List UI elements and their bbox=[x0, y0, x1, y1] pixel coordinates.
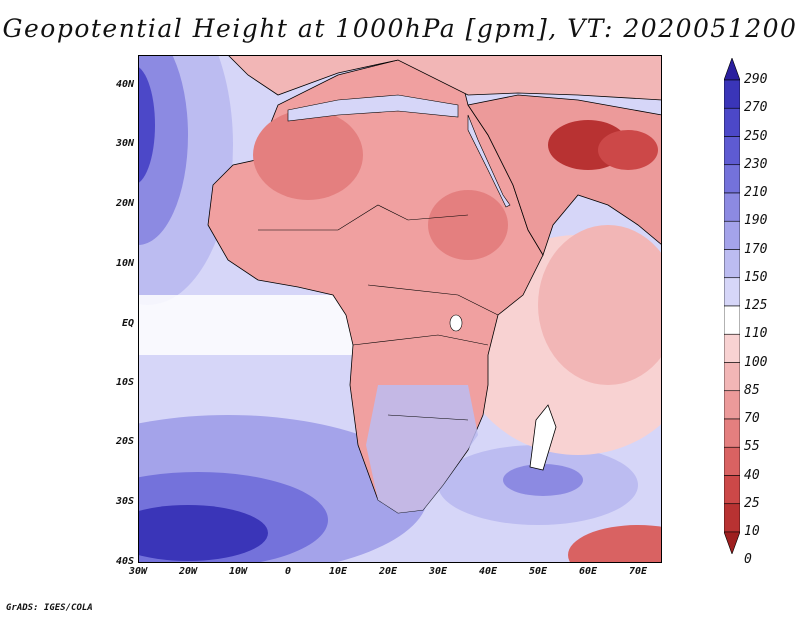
colorbar-top-arrow bbox=[724, 58, 740, 81]
lon-label-30e: 30E bbox=[428, 566, 448, 577]
madagascar bbox=[529, 404, 557, 471]
colorbar-label: 85 bbox=[744, 382, 760, 398]
lake-victoria bbox=[449, 314, 463, 332]
colorbar-swatch bbox=[724, 446, 740, 476]
colorbar-label: 40 bbox=[744, 467, 760, 483]
lat-label-10n: 10N bbox=[115, 258, 134, 269]
lon-label-40e: 40E bbox=[478, 566, 498, 577]
lat-label-20n: 20N bbox=[115, 198, 134, 209]
field-sudan-low bbox=[428, 190, 508, 260]
colorbar-label: 100 bbox=[744, 354, 768, 370]
field-equator-band bbox=[138, 295, 368, 355]
map-plot bbox=[138, 55, 662, 563]
colorbar-label: 150 bbox=[744, 269, 768, 285]
lat-label-40s: 40S bbox=[115, 556, 134, 567]
country-borders bbox=[258, 204, 499, 421]
lon-label-50e: 50E bbox=[528, 566, 548, 577]
colorbar-swatch bbox=[724, 136, 740, 166]
colorbar-swatch bbox=[724, 164, 740, 194]
colorbar-swatch bbox=[724, 362, 740, 392]
map-title: Geopotential Height at 1000hPa [gpm], VT… bbox=[2, 14, 798, 43]
lon-label-0: 0 bbox=[284, 566, 292, 577]
red-sea bbox=[467, 114, 511, 208]
field-southern-africa bbox=[366, 385, 478, 513]
field-pakistan-low bbox=[598, 130, 658, 170]
colorbar-label: 0 bbox=[744, 552, 752, 568]
colorbar-label: 110 bbox=[744, 326, 768, 342]
field-atlantic-north-core bbox=[138, 66, 155, 184]
colorbar-swatch bbox=[724, 107, 740, 137]
colorbar-swatch bbox=[724, 475, 740, 505]
map-canvas bbox=[138, 55, 662, 563]
colorbar-swatch bbox=[724, 503, 740, 533]
lon-label-10e: 10E bbox=[328, 566, 348, 577]
colorbar-swatch bbox=[724, 305, 740, 335]
lon-label-20e: 20E bbox=[378, 566, 398, 577]
lat-label-30n: 30N bbox=[115, 138, 134, 149]
grads-credit: GrADS: IGES/COLA bbox=[6, 603, 93, 613]
colorbar-label: 190 bbox=[744, 213, 768, 229]
field-sahara-low-west bbox=[253, 110, 363, 200]
lat-label-30s: 30S bbox=[115, 496, 134, 507]
colorbar-label: 70 bbox=[744, 411, 760, 426]
colorbar bbox=[724, 58, 740, 554]
colorbar-swatch bbox=[724, 277, 740, 307]
colorbar-swatch bbox=[724, 418, 740, 448]
mediterranean-sea bbox=[287, 94, 459, 122]
colorbar-label: 10 bbox=[744, 524, 760, 539]
colorbar-label: 290 bbox=[744, 72, 768, 87]
colorbar-swatch bbox=[724, 249, 740, 279]
colorbar-label: 25 bbox=[744, 495, 760, 511]
colorbar-label: 270 bbox=[744, 100, 768, 116]
colorbar-bottom-arrow bbox=[724, 531, 740, 554]
lon-label-20w: 20W bbox=[178, 566, 198, 577]
lon-label-30w: 30W bbox=[128, 566, 148, 577]
colorbar-label: 210 bbox=[744, 185, 768, 200]
lat-label-40n: 40N bbox=[115, 79, 134, 90]
field-southern-low bbox=[568, 525, 662, 563]
colorbar-swatch bbox=[724, 390, 740, 420]
map-frame bbox=[138, 55, 662, 563]
colorbar-label: 250 bbox=[744, 128, 768, 144]
lat-label-10s: 10S bbox=[115, 377, 134, 388]
colorbar-label: 170 bbox=[744, 241, 768, 257]
lon-label-70e: 70E bbox=[628, 566, 648, 577]
colorbar-swatch bbox=[724, 192, 740, 222]
lat-label-20s: 20S bbox=[115, 436, 134, 447]
lon-label-60e: 60E bbox=[578, 566, 598, 577]
colorbar-swatch bbox=[724, 333, 740, 363]
colorbar-swatch bbox=[724, 220, 740, 250]
colorbar-label: 125 bbox=[744, 298, 768, 313]
lon-label-10w: 10W bbox=[228, 566, 248, 577]
colorbar-label: 55 bbox=[744, 439, 760, 455]
lat-label-eq: EQ bbox=[121, 318, 134, 329]
field-atlantic-south-core bbox=[138, 505, 268, 561]
colorbar-swatch bbox=[724, 79, 740, 109]
field-arabian-sea-low bbox=[538, 225, 662, 385]
field-indian-south-core bbox=[503, 464, 583, 496]
europe-landmass bbox=[227, 55, 662, 101]
colorbar-label: 230 bbox=[744, 156, 768, 172]
